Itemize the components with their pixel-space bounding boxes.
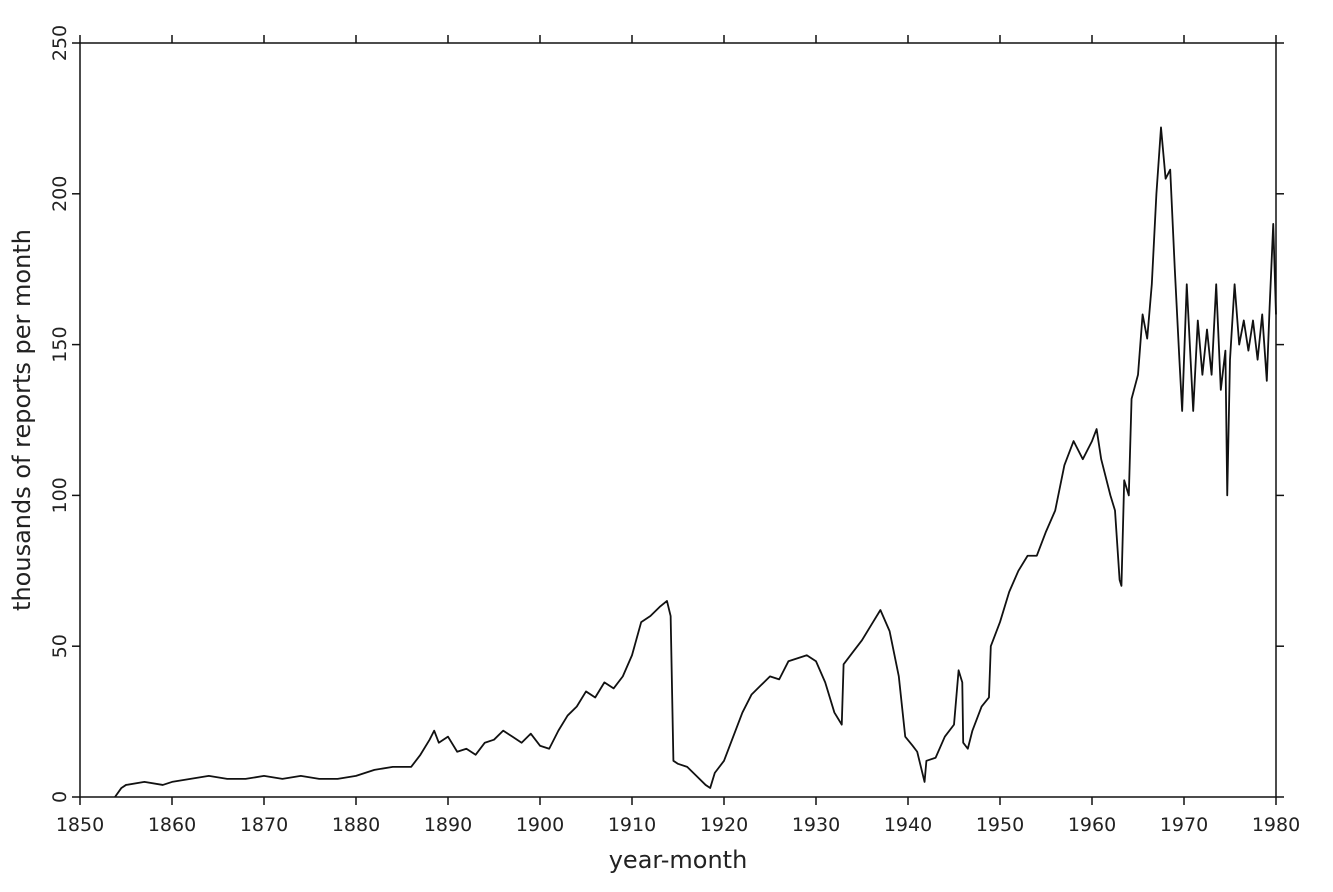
- x-axis-label: year-month: [609, 846, 748, 874]
- y-tick-label: 200: [49, 176, 71, 212]
- x-tick-label: 1960: [1068, 814, 1116, 836]
- y-tick-label: 250: [49, 25, 71, 61]
- x-tick-label: 1890: [424, 814, 472, 836]
- y-tick-label: 100: [49, 477, 71, 513]
- y-tick-label: 150: [49, 326, 71, 362]
- x-tick-label: 1900: [516, 814, 564, 836]
- x-tick-label: 1910: [608, 814, 656, 836]
- x-tick-label: 1980: [1252, 814, 1300, 836]
- x-tick-label: 1920: [700, 814, 748, 836]
- x-tick-label: 1850: [56, 814, 104, 836]
- x-tick-label: 1950: [976, 814, 1024, 836]
- data-line: [114, 126, 1277, 798]
- x-tick-label: 1860: [148, 814, 196, 836]
- x-tick-label: 1870: [240, 814, 288, 836]
- plot-frame: [79, 42, 1277, 798]
- x-tick-label: 1930: [792, 814, 840, 836]
- x-tick-label: 1940: [884, 814, 932, 836]
- y-tick-label: 50: [49, 634, 71, 658]
- x-tick-label: 1880: [332, 814, 380, 836]
- y-axis-label: thousands of reports per month: [8, 229, 36, 611]
- x-tick-label: 1970: [1160, 814, 1208, 836]
- y-tick-label: 0: [49, 791, 71, 803]
